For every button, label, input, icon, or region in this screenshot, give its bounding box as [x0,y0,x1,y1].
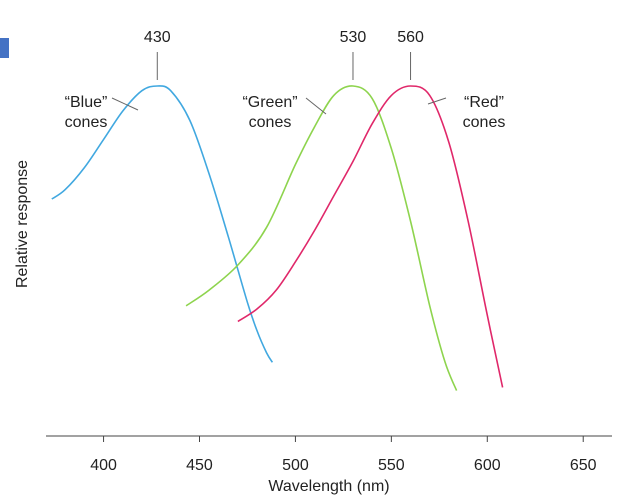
peak-label: 560 [397,29,424,46]
x-tick-label: 450 [186,457,213,474]
x-tick-label: 600 [474,457,501,474]
x-tick-label: 400 [90,457,117,474]
series-line [237,85,504,388]
accent-bar [0,38,9,58]
y-axis-label: Relative response [14,160,31,288]
x-axis-ticks: 400 450 500 550 600 650 [90,436,597,474]
series-name-label: “Blue” [65,94,108,111]
peak-label: 430 [144,29,171,46]
series-line [185,85,458,391]
series-labels: 430 “Blue” cones 530 “Green” cones 560 “Red” con… [65,29,506,131]
series-group [51,85,504,391]
series-name-label: cones [249,114,292,131]
x-tick-label: 500 [282,457,309,474]
series-label-leader [427,97,447,105]
series-line [51,85,274,363]
x-axis-label: Wavelength (nm) [268,478,389,495]
peak-label: 530 [340,29,367,46]
x-tick-label: 550 [378,457,405,474]
series-label-leader [111,97,139,111]
series-name-label: cones [463,114,506,131]
series-label-leader [305,97,327,115]
series-name-label: “Green” [242,94,297,111]
series-name-label: cones [65,114,108,131]
x-tick-label: 650 [570,457,597,474]
series-name-label: “Red” [464,94,504,111]
